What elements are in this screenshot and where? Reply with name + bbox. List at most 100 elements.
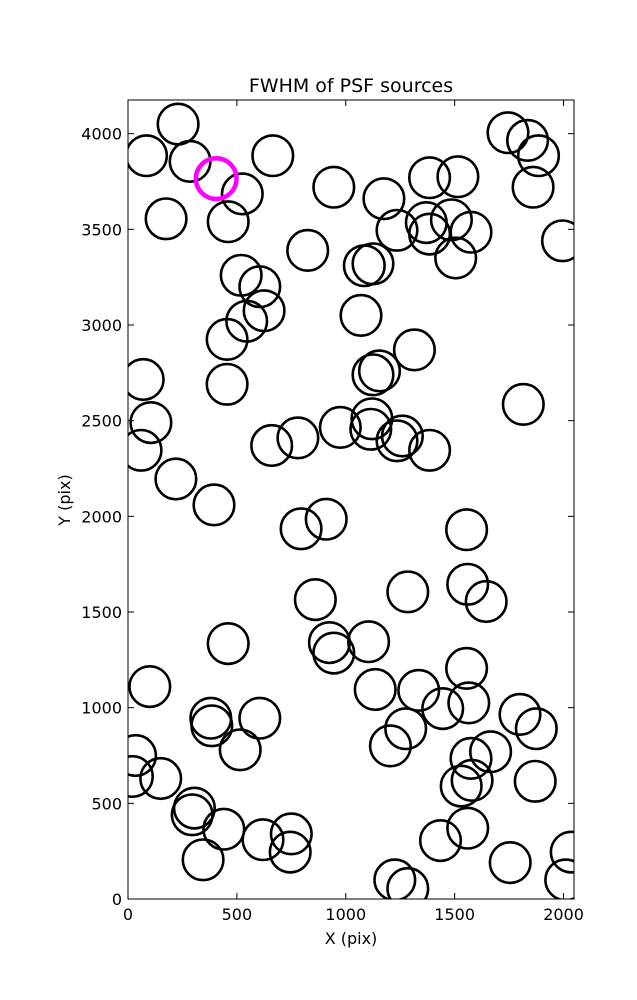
highlighted-source-circle (193, 156, 239, 202)
y-tick-label-3500: 3500 (81, 220, 122, 239)
source-circle-61 (128, 664, 172, 709)
source-markers (128, 102, 574, 899)
x-tick-label-500: 500 (222, 905, 253, 924)
source-circle-58 (312, 631, 356, 675)
source-circle-40 (192, 483, 236, 527)
source-circle-15 (540, 219, 574, 263)
source-circle-42 (276, 416, 320, 460)
source-circle-36 (501, 382, 545, 427)
source-circle-73 (384, 707, 428, 751)
source-circle-4 (220, 172, 264, 216)
source-circle-1 (128, 134, 169, 178)
source-circle-81 (202, 807, 246, 851)
source-circle-56 (206, 621, 250, 666)
source-circle-41 (250, 423, 294, 468)
source-circle-3 (251, 134, 295, 178)
source-circle-35 (205, 362, 249, 406)
source-circle-80 (170, 793, 214, 837)
source-circle-30 (339, 293, 383, 338)
source-circle-65 (447, 681, 491, 725)
source-circle-38 (128, 428, 163, 472)
source-circle-55 (464, 579, 508, 624)
x-tick-label-2000: 2000 (543, 905, 584, 924)
source-circle-34 (128, 357, 165, 402)
source-circle-44 (349, 407, 393, 451)
source-circle-7 (312, 165, 356, 209)
source-circle-62 (353, 667, 397, 712)
source-circle-9 (408, 156, 452, 200)
source-circle-23 (342, 244, 386, 288)
source-circle-48 (408, 428, 452, 472)
y-tick-label-2500: 2500 (81, 412, 122, 431)
source-circle-11 (486, 111, 530, 155)
source-circle-83 (241, 818, 285, 862)
source-circle-72 (368, 724, 413, 768)
source-circle-0 (156, 102, 200, 146)
x-axis-label: X (pix) (325, 929, 378, 948)
source-circle-54 (446, 562, 490, 606)
source-circle-60 (445, 646, 489, 691)
y-tick-label-1500: 1500 (81, 603, 122, 622)
x-axis: 0 500 1000 1500 2000 (123, 100, 584, 924)
source-circle-74 (449, 736, 493, 781)
chart-title: FWHM of PSF sources (249, 75, 453, 97)
plot-area (128, 102, 574, 899)
source-circle-68 (190, 704, 234, 748)
source-circle-85 (268, 830, 312, 874)
plot-frame (127, 99, 575, 900)
source-circle-95 (544, 858, 574, 899)
source-circle-59 (347, 620, 391, 664)
x-tick-label-0: 0 (123, 905, 133, 924)
y-axis: 0 500 1000 1500 2000 2500 3000 3500 4000 (81, 125, 574, 909)
source-circle-71 (218, 728, 262, 772)
y-tick-label-1000: 1000 (81, 699, 122, 718)
source-circle-52 (293, 577, 337, 622)
source-circle-94 (549, 830, 574, 874)
source-circle-29 (205, 317, 249, 362)
source-circle-90 (446, 806, 490, 850)
source-circle-8 (362, 177, 406, 221)
source-circle-24 (351, 242, 395, 286)
source-circle-12 (505, 118, 550, 162)
source-circle-10 (436, 155, 480, 199)
source-circle-22 (286, 228, 330, 272)
source-circle-14 (511, 165, 555, 209)
y-tick-label-3000: 3000 (81, 316, 122, 335)
source-circle-33 (357, 349, 402, 393)
source-circle-31 (392, 328, 437, 372)
y-tick-label-2000: 2000 (81, 507, 122, 526)
source-circle-69 (189, 696, 233, 740)
source-circle-39 (154, 457, 198, 501)
source-circle-87 (450, 758, 494, 803)
source-circle-16 (375, 208, 419, 252)
source-circle-32 (351, 353, 395, 397)
source-circle-92 (373, 858, 417, 899)
y-tick-label-4000: 4000 (81, 125, 122, 144)
y-tick-label-0: 0 (112, 890, 122, 909)
source-circle-91 (488, 840, 532, 885)
source-circle-67 (514, 707, 558, 751)
source-circle-37 (129, 401, 173, 445)
y-tick-label-500: 500 (91, 794, 122, 813)
source-circle-82 (181, 838, 225, 882)
source-circle-53 (386, 570, 430, 614)
source-circle-20 (449, 210, 493, 254)
source-circle-89 (418, 818, 463, 863)
source-circle-63 (397, 668, 441, 713)
x-tick-label-1000: 1000 (325, 905, 366, 924)
source-circle-46 (375, 419, 419, 463)
source-circle-50 (304, 497, 348, 541)
source-circle-51 (445, 508, 489, 552)
source-circle-86 (439, 764, 483, 808)
source-circle-6 (144, 197, 188, 241)
source-circle-64 (421, 686, 465, 731)
source-circle-78 (139, 756, 183, 801)
source-circle-93 (386, 866, 430, 899)
highlight-layer (193, 156, 239, 202)
source-circle-21 (434, 236, 478, 280)
source-circle-43 (318, 405, 362, 450)
source-circle-84 (269, 812, 313, 856)
source-circle-13 (516, 134, 561, 178)
source-circle-88 (513, 759, 557, 803)
